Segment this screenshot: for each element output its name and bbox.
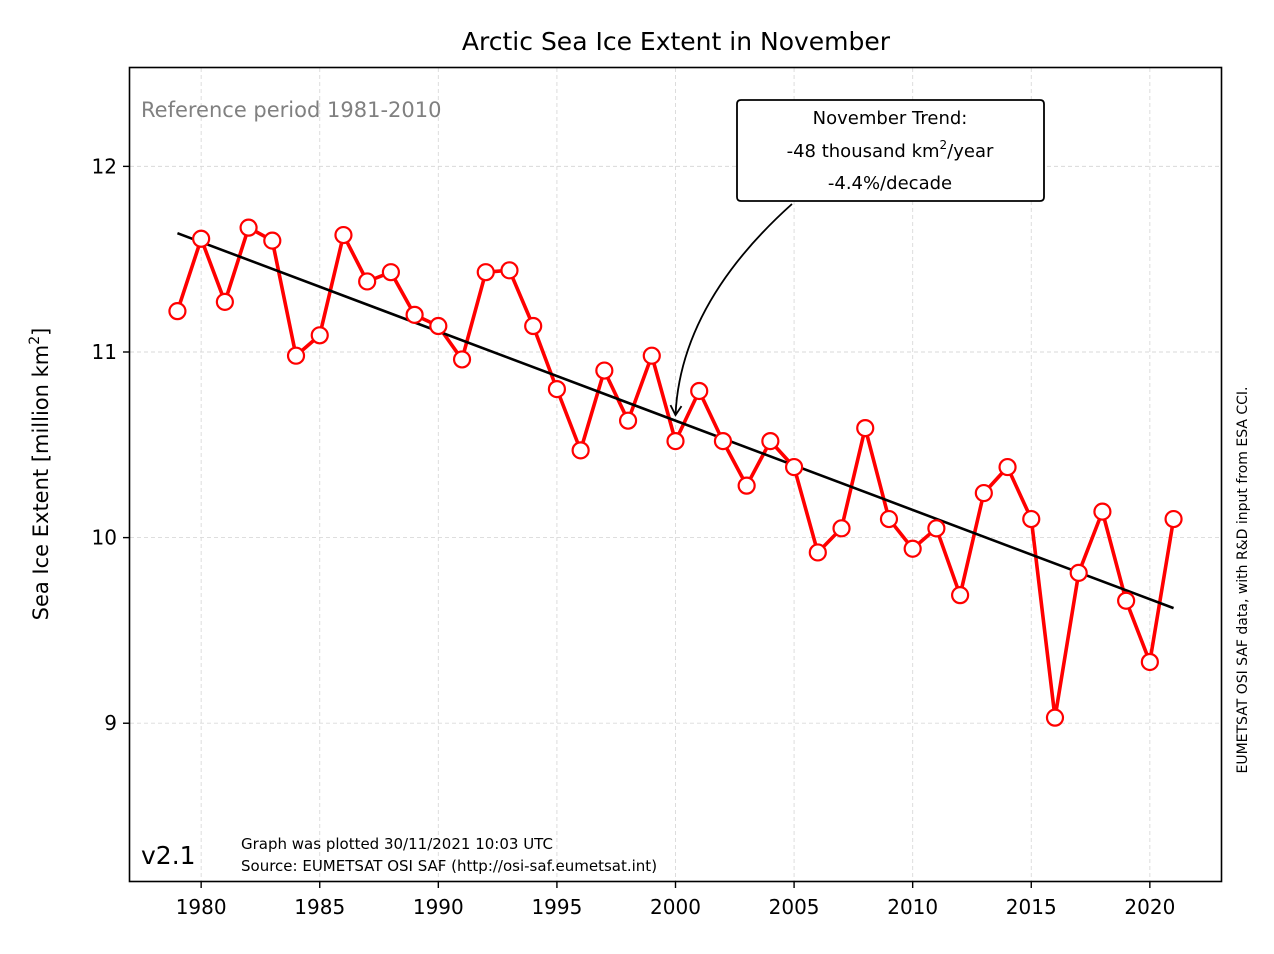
data-point bbox=[263, 231, 282, 250]
x-tick-label: 2005 bbox=[769, 895, 820, 919]
trend-annotation-line2: -48 thousand km2/year bbox=[787, 138, 994, 162]
data-point bbox=[405, 305, 424, 324]
data-point bbox=[310, 326, 329, 345]
trend-annotation-line3: -4.4%/decade bbox=[828, 173, 952, 194]
trend-annotation-arrowhead bbox=[669, 404, 683, 417]
data-point bbox=[595, 361, 614, 380]
grid-lines bbox=[130, 68, 1221, 881]
data-point bbox=[903, 539, 922, 558]
axis-ticks: 1980 1985 1990 1995 2000 2005 2010 2015 2020 9 10 1… bbox=[92, 154, 1176, 919]
y-axis-label-suffix: ] bbox=[29, 328, 53, 336]
chart-title: Arctic Sea Ice Extent in November bbox=[462, 27, 891, 56]
data-point bbox=[998, 457, 1017, 477]
data-point bbox=[713, 431, 733, 451]
data-point bbox=[1140, 652, 1159, 672]
data-point bbox=[286, 346, 306, 365]
x-tick-label: 2015 bbox=[1006, 895, 1057, 919]
data-point bbox=[168, 302, 187, 321]
trend-annotation-line2-suffix: /year bbox=[947, 141, 994, 162]
data-point bbox=[784, 457, 804, 477]
data-point bbox=[429, 316, 448, 336]
data-point bbox=[452, 350, 472, 369]
reference-period-text: Reference period 1981-2010 bbox=[141, 98, 441, 122]
x-tick-label: 2010 bbox=[887, 895, 938, 919]
data-point bbox=[642, 346, 661, 365]
data-point bbox=[334, 225, 353, 245]
data-point bbox=[1093, 502, 1112, 521]
y-axis-label-prefix: Sea Ice Extent [million km bbox=[29, 345, 53, 621]
data-point bbox=[1022, 509, 1041, 529]
y-tick-label: 10 bbox=[92, 526, 117, 550]
data-point bbox=[1045, 708, 1065, 727]
y-tick-label: 11 bbox=[92, 340, 117, 364]
data-point bbox=[1069, 563, 1088, 582]
data-point bbox=[927, 519, 946, 538]
data-point bbox=[808, 543, 827, 562]
y-axis-label: Sea Ice Extent [million km2] bbox=[27, 328, 53, 621]
data-point bbox=[1164, 509, 1183, 529]
data-point bbox=[832, 519, 851, 538]
data-point bbox=[856, 418, 875, 438]
data-point bbox=[192, 229, 211, 248]
data-point bbox=[500, 261, 519, 280]
version-text: v2.1 bbox=[141, 841, 196, 870]
data-point bbox=[524, 316, 543, 336]
data-point bbox=[239, 218, 258, 237]
source-text: Source: EUMETSAT OSI SAF (http://osi-saf… bbox=[241, 857, 657, 875]
x-tick-label: 1990 bbox=[413, 895, 464, 919]
trend-annotation-line2-sup: 2 bbox=[940, 138, 948, 152]
data-point bbox=[358, 272, 377, 291]
y-axis-label-sup: 2 bbox=[27, 336, 43, 345]
y-tick-label: 12 bbox=[92, 154, 117, 178]
trend-annotation-line2-prefix: -48 thousand km bbox=[787, 141, 940, 162]
trend-line bbox=[176, 231, 1175, 610]
data-point bbox=[381, 263, 400, 282]
plot-data bbox=[168, 218, 1183, 727]
data-point bbox=[571, 441, 590, 460]
trend-annotation-line1: November Trend: bbox=[813, 108, 968, 129]
x-tick-label: 1985 bbox=[294, 895, 345, 919]
data-point bbox=[547, 380, 567, 399]
data-point bbox=[737, 476, 756, 495]
data-point bbox=[1117, 591, 1136, 610]
x-tick-label: 1995 bbox=[531, 895, 582, 919]
data-point bbox=[476, 263, 495, 282]
data-point bbox=[761, 431, 780, 451]
x-tick-label: 2020 bbox=[1124, 895, 1175, 919]
trend-annotation: November Trend: -48 thousand km2/year -4… bbox=[669, 99, 1045, 417]
data-point bbox=[215, 292, 234, 311]
y-tick-label: 9 bbox=[104, 711, 117, 735]
x-tick-label: 1980 bbox=[176, 895, 227, 919]
data-point bbox=[951, 586, 970, 605]
data-point bbox=[974, 483, 993, 503]
data-point bbox=[690, 381, 709, 401]
trend-annotation-arrow bbox=[674, 203, 793, 416]
data-point bbox=[879, 509, 899, 529]
x-tick-label: 2000 bbox=[650, 895, 701, 919]
plotted-text: Graph was plotted 30/11/2021 10:03 UTC bbox=[241, 835, 553, 853]
data-point bbox=[618, 411, 638, 430]
side-credit-text: EUMETSAT OSI SAF data, with R&D input fr… bbox=[1235, 386, 1251, 773]
data-point bbox=[666, 431, 685, 451]
trend-annotation-box bbox=[736, 99, 1045, 202]
